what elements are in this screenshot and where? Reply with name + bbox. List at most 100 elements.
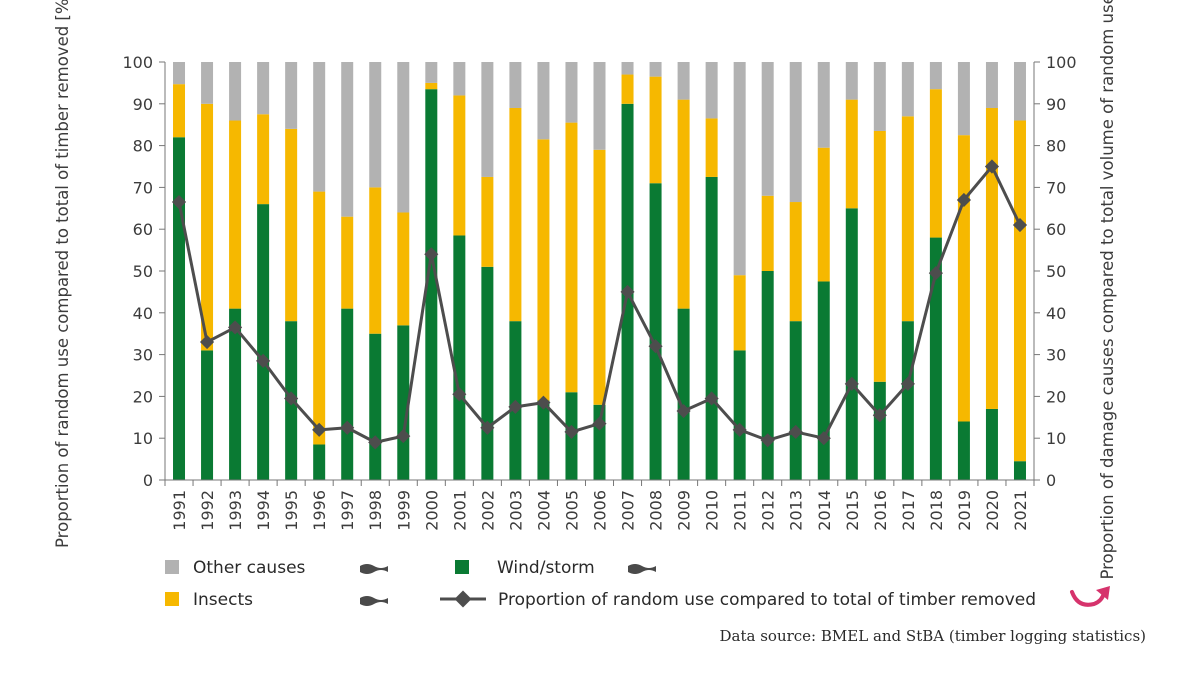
line-point-2002 (480, 420, 495, 435)
legend-label-line: Proportion of random use compared to tot… (498, 590, 1036, 610)
bar-insects-2011 (733, 275, 746, 351)
bar-wind-2013 (789, 321, 802, 480)
bar-other-2020 (985, 62, 998, 108)
x-tick-label-1999: 1999 (394, 490, 413, 531)
bar-other-2012 (761, 62, 774, 196)
x-tick-label-1994: 1994 (254, 490, 273, 531)
bar-insects-2013 (789, 202, 802, 322)
line-point-2006 (592, 416, 607, 431)
line-point-2001 (452, 387, 467, 402)
bar-wind-2020 (985, 408, 998, 480)
y-tick-label-right: 50 (1046, 262, 1066, 281)
bar-insects-2008 (649, 76, 662, 184)
legend-label-insects: Insects (193, 590, 253, 610)
bar-wind-2014 (817, 281, 830, 480)
x-tick-label-1998: 1998 (366, 490, 385, 531)
bar-wind-2018 (929, 237, 942, 480)
line-point-2015 (844, 376, 859, 391)
bar-wind-1997 (341, 308, 354, 480)
x-tick-label-2019: 2019 (955, 490, 974, 531)
data-source: Data source: BMEL and StBA (timber loggi… (720, 627, 1146, 645)
bars (173, 62, 1026, 481)
wavy-dash-icon (628, 564, 656, 574)
bar-insects-2018 (929, 89, 942, 238)
x-tick-label-2010: 2010 (703, 490, 722, 531)
bar-other-2011 (733, 62, 746, 276)
bar-other-2014 (817, 62, 830, 148)
line-point-2014 (816, 431, 831, 446)
bar-insects-2002 (481, 176, 494, 267)
y-tick-label-right: 40 (1046, 304, 1066, 323)
x-tick-label-1995: 1995 (282, 490, 301, 531)
x-tick-label-2020: 2020 (983, 490, 1002, 531)
bar-other-1997 (341, 62, 354, 217)
line-point-2005 (564, 424, 579, 440)
y-tick-label-right: 10 (1046, 429, 1066, 448)
y-tick-label-right: 0 (1046, 471, 1056, 490)
line-point-1999 (396, 429, 411, 444)
bar-wind-2017 (901, 321, 914, 480)
y-tick-label-left: 50 (133, 262, 153, 281)
bar-wind-2008 (649, 183, 662, 480)
line-point-2010 (704, 391, 719, 406)
bar-insects-1994 (257, 114, 270, 205)
legend-label-other: Other causes (193, 558, 306, 578)
y-tick-label-right: 90 (1046, 95, 1066, 114)
legend-label-wind: Wind/storm (497, 558, 595, 578)
bar-wind-2000 (425, 89, 438, 481)
bar-wind-1998 (369, 333, 382, 480)
bar-other-2005 (565, 62, 578, 123)
x-tick-label-2009: 2009 (675, 490, 694, 531)
line-point-1992 (199, 334, 215, 350)
bar-insects-1993 (229, 120, 242, 309)
wavy-dash-icon (360, 596, 388, 606)
bar-other-2008 (649, 62, 662, 77)
bar-other-2016 (873, 62, 886, 131)
line-point-2007 (620, 284, 635, 299)
y-tick-label-right: 80 (1046, 137, 1066, 156)
y-tick-label-right: 100 (1046, 53, 1077, 72)
bar-insects-2010 (705, 118, 718, 177)
line-point-2020 (984, 159, 1000, 174)
y-tick-label-left: 70 (133, 178, 153, 197)
bar-wind-1999 (397, 325, 410, 480)
line-point-1993 (228, 320, 243, 335)
axes (159, 61, 1040, 486)
y-tick-label-left: 40 (133, 304, 153, 323)
bar-insects-1999 (397, 212, 410, 326)
y-tick-label-right: 20 (1046, 387, 1066, 406)
line-point-2011 (732, 422, 747, 437)
x-tick-label-2021: 2021 (1011, 490, 1030, 531)
x-tick-label-2012: 2012 (759, 490, 778, 531)
bar-insects-2015 (845, 99, 858, 209)
bar-other-1993 (229, 62, 242, 121)
bar-other-2021 (1013, 62, 1026, 121)
y-tick-label-right: 60 (1046, 220, 1066, 239)
bar-other-1992 (201, 62, 214, 104)
x-tick-label-2015: 2015 (843, 490, 862, 531)
bar-insects-2005 (565, 122, 578, 393)
legend-swatch-insects (165, 592, 179, 606)
bar-wind-2010 (705, 176, 718, 480)
line-point-1996 (312, 422, 327, 437)
bar-insects-2021 (1013, 120, 1026, 462)
bar-wind-2002 (481, 266, 494, 480)
line-point-2004 (536, 395, 551, 410)
bar-wind-1994 (257, 204, 270, 480)
bar-wind-2004 (537, 400, 550, 480)
legend-line-marker (454, 590, 472, 608)
y-tick-label-left: 20 (133, 387, 153, 406)
y-tick-label-left: 30 (133, 346, 153, 365)
y-axis-left-title: Proportion of random use compared to tot… (53, 0, 72, 548)
bar-insects-1996 (313, 191, 326, 445)
bar-insects-2000 (425, 82, 438, 90)
line-series (171, 159, 1028, 450)
bar-insects-2003 (509, 107, 522, 322)
x-tick-label-2018: 2018 (927, 490, 946, 531)
bar-insects-1998 (369, 187, 382, 334)
line-point-1991 (171, 194, 187, 210)
x-tick-label-2016: 2016 (871, 490, 890, 531)
bar-wind-1991 (173, 137, 186, 481)
bar-wind-2011 (733, 350, 746, 480)
